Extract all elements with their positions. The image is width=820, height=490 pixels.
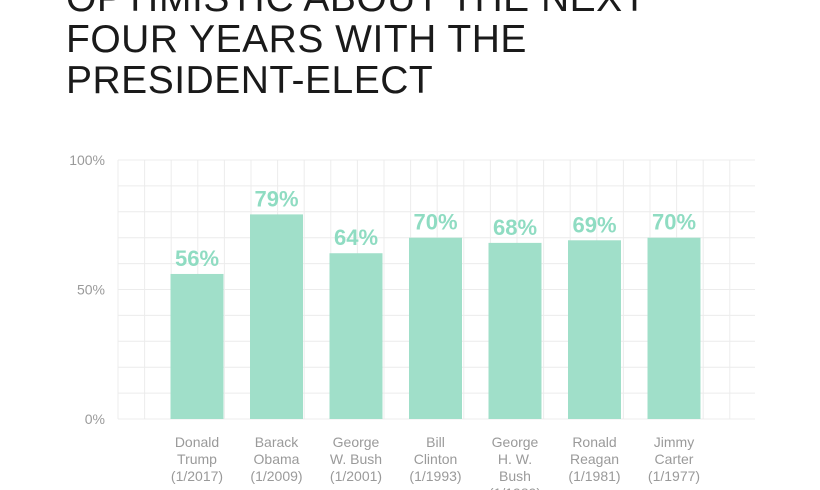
bar: [409, 237, 462, 419]
x-tick-label: (1/1993): [409, 468, 461, 484]
x-tick-label: Bill: [426, 434, 445, 450]
bar: [250, 214, 303, 419]
bar: [329, 253, 383, 419]
data-label: 79%: [254, 186, 298, 211]
y-tick-label: 50%: [77, 282, 105, 298]
x-tick-label: (1/1977): [648, 468, 700, 484]
data-label: 64%: [334, 225, 378, 250]
title-line: PRESIDENT-ELECT: [66, 59, 434, 102]
x-tick-label: Ronald: [572, 434, 616, 450]
x-tick-label: Carter: [655, 451, 694, 467]
x-tick-label: Barack: [255, 434, 300, 450]
x-tick-label: (1/1981): [568, 468, 620, 484]
data-label: 70%: [413, 210, 457, 235]
data-label: 69%: [572, 212, 616, 237]
x-tick-label: Trump: [177, 451, 217, 467]
data-label: 56%: [175, 246, 219, 271]
y-tick-label: 100%: [69, 152, 105, 168]
x-tick-label: Obama: [254, 451, 300, 467]
x-tick-label: Bush: [499, 468, 531, 484]
bar: [647, 237, 701, 419]
chart-title: OPTIMISTIC ABOUT THE NEXT FOUR YEARS WIT…: [66, 0, 647, 101]
bar: [568, 240, 621, 419]
x-tick-label: Jimmy: [654, 434, 694, 450]
bar: [488, 242, 542, 419]
x-tick-label: Clinton: [414, 451, 458, 467]
x-tick-label: W. Bush: [330, 451, 382, 467]
x-tick-label: H. W.: [498, 451, 532, 467]
data-label: 70%: [652, 210, 696, 235]
x-tick-label: (1/2001): [330, 468, 382, 484]
x-tick-label: Reagan: [570, 451, 619, 467]
data-label: 68%: [493, 215, 537, 240]
x-tick-label: George: [333, 434, 380, 450]
title-line: OPTIMISTIC ABOUT THE NEXT: [66, 0, 647, 19]
x-tick-label: (1/1989): [489, 485, 541, 490]
x-tick-label: (1/2009): [250, 468, 302, 484]
x-tick-label: Donald: [175, 434, 219, 450]
y-tick-label: 0%: [85, 411, 105, 427]
x-tick-label: George: [492, 434, 539, 450]
bar: [170, 273, 224, 419]
x-tick-label: (1/2017): [171, 468, 223, 484]
title-line: FOUR YEARS WITH THE: [66, 18, 527, 61]
